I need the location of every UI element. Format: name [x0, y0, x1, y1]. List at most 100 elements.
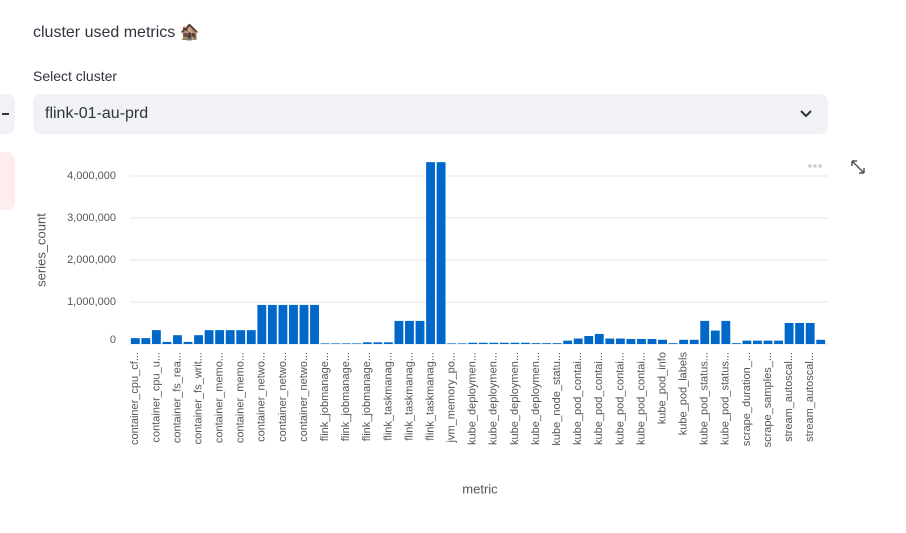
x-tick-label: kube_pod_contai... [614, 352, 626, 445]
bar [383, 342, 393, 344]
x-tick-label: kube_deploymen... [509, 352, 521, 445]
more-icon [808, 164, 822, 168]
bar [679, 339, 689, 344]
bar [183, 341, 193, 344]
bar [352, 343, 362, 344]
bar [257, 304, 267, 344]
x-tick-label: kube_pod_status... [720, 352, 732, 445]
bar [299, 304, 309, 344]
bar [173, 335, 182, 344]
bar [341, 343, 351, 344]
bar [594, 333, 604, 344]
bar [246, 330, 256, 344]
x-tick-label: flink_jobmanage... [361, 352, 373, 441]
y-tick-label: 0 [110, 334, 116, 346]
bar [647, 338, 657, 344]
bar [447, 343, 457, 344]
bar [394, 320, 404, 344]
bar [415, 320, 425, 344]
x-tick-label: container_netwo... [298, 352, 310, 442]
bar [499, 342, 509, 344]
bar [310, 304, 319, 344]
select-label: Select cluster [33, 68, 118, 84]
bar [278, 304, 288, 344]
bar [710, 330, 720, 344]
bar [753, 340, 762, 344]
bar [615, 338, 625, 344]
x-tick-label: container_fs_writ... [192, 352, 204, 444]
y-tick-label: 4,000,000 [67, 170, 116, 182]
x-tick-label: stream_autoscal... [783, 352, 795, 442]
bar [289, 304, 298, 344]
y-tick-label: 2,000,000 [67, 254, 116, 266]
bar [763, 340, 773, 344]
bar [194, 335, 203, 344]
sidebar-edge [0, 94, 15, 134]
bar [130, 338, 140, 344]
bar [731, 343, 741, 344]
x-tick-label: scrape_samples_... [762, 352, 774, 447]
y-tick-label: 1,000,000 [67, 296, 116, 308]
bar [816, 339, 826, 344]
bar [584, 336, 594, 344]
bar [426, 162, 435, 344]
bar [774, 340, 783, 344]
x-tick-label: kube_pod_contai... [593, 352, 605, 445]
bar [236, 330, 246, 344]
x-tick-label: kube_pod_info [656, 352, 668, 424]
x-tick-label: container_netwo... [256, 352, 268, 442]
bar [436, 162, 446, 344]
bar [637, 338, 646, 344]
bar [626, 338, 636, 344]
x-tick-label: kube_deploymen... [488, 352, 500, 445]
cluster-select[interactable]: flink-01-au-prd [33, 94, 828, 134]
x-tick-label: scrape_duration_... [741, 352, 753, 446]
x-tick-label: kube_pod_contai... [572, 352, 584, 445]
bar [373, 342, 383, 344]
select-value: flink-01-au-prd [45, 105, 149, 122]
bar [805, 323, 815, 344]
x-tick-label: container_netwo... [277, 352, 289, 442]
bar [204, 330, 214, 344]
x-tick-label: stream_autoscal... [804, 352, 816, 442]
x-tick-label: kube_pod_labels [678, 352, 690, 436]
alert-edge [0, 152, 15, 210]
bar [668, 343, 678, 344]
x-tick-label: container_memo... [235, 352, 247, 443]
title: cluster used metrics 🏚️ [33, 24, 200, 41]
bar [362, 342, 372, 344]
x-axis-label: metric [462, 481, 498, 496]
bar [215, 330, 225, 344]
chevron [800, 110, 812, 118]
bar [151, 330, 161, 344]
x-tick-label: kube_pod_status... [699, 352, 711, 445]
bar [141, 338, 151, 344]
bar [267, 304, 277, 344]
x-tick-label: container_memo... [214, 352, 226, 443]
bar [795, 323, 805, 344]
bar [521, 342, 530, 344]
bar [784, 323, 794, 344]
bar [320, 343, 330, 344]
bar [563, 340, 573, 344]
bar [658, 339, 667, 344]
bar [162, 341, 172, 344]
x-tick-label: kube_node_statu... [551, 352, 563, 446]
bar [468, 342, 478, 344]
bar [478, 342, 488, 344]
x-tick-label: flink_taskmanag... [382, 352, 394, 441]
x-tick-label: container_fs_rea... [171, 352, 183, 443]
x-tick-label: jvm_memory_po... [446, 352, 458, 443]
y-tick-label: 3,000,000 [67, 212, 116, 224]
x-tick-label: kube_deploymen... [530, 352, 542, 445]
bar [405, 320, 414, 344]
x-tick-label: flink_jobmanage... [319, 352, 331, 441]
bar [531, 343, 541, 344]
bar [331, 343, 341, 344]
bar [510, 342, 520, 344]
bar [721, 320, 731, 344]
x-tick-label: flink_jobmanage... [340, 352, 352, 441]
x-tick-label: flink_taskmanag... [424, 352, 436, 441]
